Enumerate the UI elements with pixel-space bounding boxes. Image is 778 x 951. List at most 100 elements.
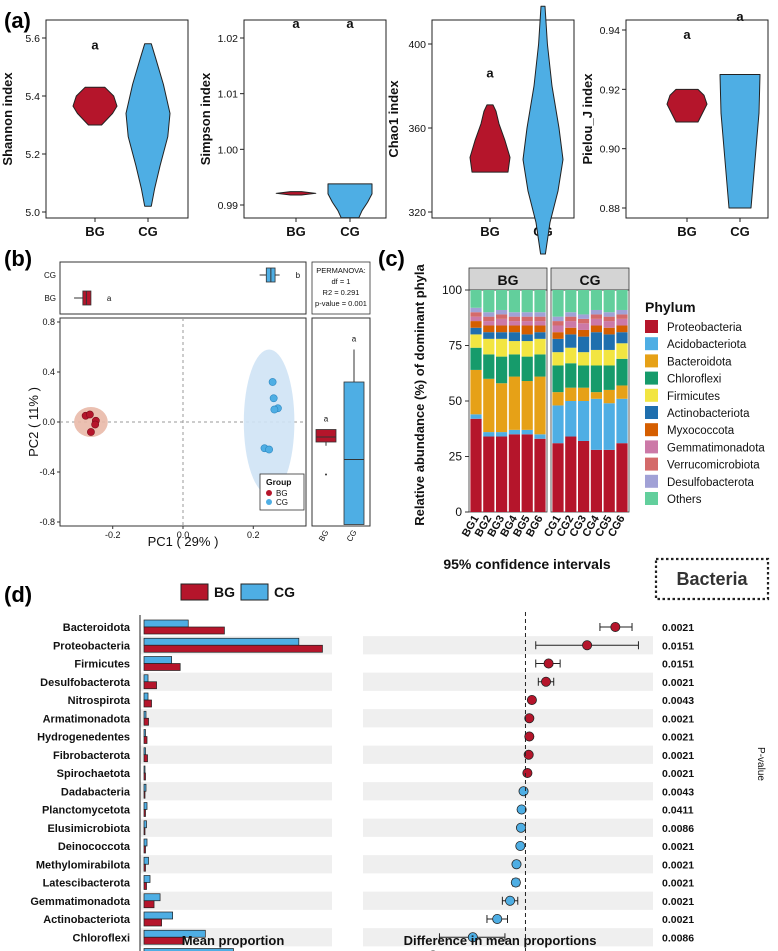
- bar-segment-myxococcota: [534, 325, 546, 333]
- violin-frame: [431, 19, 575, 219]
- violin-bg: [666, 88, 708, 123]
- legend-label: Bacteroidota: [667, 356, 732, 368]
- bar-segment-verrucomicrobiota: [470, 312, 482, 317]
- bar-bg: [143, 882, 147, 890]
- y-tick-label: 75: [449, 339, 463, 353]
- bar-cg: [143, 710, 147, 719]
- bar-segment-gemmatimonadota: [508, 321, 520, 326]
- bar-segment-actinobacteriota: [565, 334, 577, 348]
- taxon-label: Gemmatimonadota: [30, 896, 131, 908]
- legend-swatch: [645, 423, 658, 437]
- bar-cg: [143, 820, 147, 829]
- bar-segment-others: [508, 290, 520, 313]
- taxon-label: Deinococcota: [58, 841, 131, 853]
- p-value: 0.0021: [662, 768, 694, 780]
- bar-segment-firmicutes: [616, 343, 628, 359]
- bar-segment-firmicutes: [483, 338, 495, 355]
- y-axis-label: Chao1 index: [386, 80, 401, 158]
- violin-bg: [469, 104, 511, 173]
- significance-letter: a: [486, 66, 494, 81]
- bar-segment-acidobacteriota: [508, 429, 520, 435]
- difference-point: [510, 877, 521, 888]
- point-bg: [85, 410, 94, 419]
- point-cg: [268, 378, 277, 386]
- violin-panel-2: 0.99 1.00 1.01 1.02 BG CG Simpson index a a: [198, 16, 387, 239]
- bar-cg: [143, 875, 151, 883]
- bar-segment-actinobacteriota: [483, 332, 495, 339]
- point-bg: [91, 420, 100, 429]
- difference-point: [610, 622, 621, 633]
- bar-segment-verrucomicrobiota: [603, 316, 615, 322]
- bar-segment-actinobacteriota: [521, 334, 533, 342]
- bar-segment-proteobacteria: [470, 418, 482, 512]
- legend-swatch: [645, 492, 658, 505]
- bar-segment-myxococcota: [496, 325, 508, 333]
- p-value: 0.0151: [662, 640, 694, 652]
- bar-segment-actinobacteriota: [578, 336, 590, 353]
- y-tick-label: 5.6: [25, 33, 40, 45]
- bar-segment-actinobacteriota: [470, 327, 482, 335]
- difference-point: [492, 914, 503, 925]
- bar-segment-acidobacteriota: [534, 434, 546, 439]
- top-box-label: CG: [44, 271, 56, 280]
- legend-marker-bg: [266, 490, 272, 496]
- violin-cg: [327, 183, 373, 219]
- taxon-label: Methylomirabilota: [36, 859, 131, 871]
- bar-segment-bacteroidota: [578, 387, 590, 401]
- bar-segment-verrucomicrobiota: [578, 318, 590, 324]
- bar-bg: [143, 644, 323, 653]
- bar-segment-myxococcota: [616, 325, 628, 333]
- bar-segment-acidobacteriota: [521, 429, 533, 435]
- bar-bg: [143, 809, 146, 817]
- row-band: [363, 745, 653, 764]
- bar-segment-proteobacteria: [508, 434, 520, 512]
- legend-swatch: [645, 474, 658, 488]
- row-band: [363, 636, 653, 655]
- bar-bg: [143, 736, 148, 744]
- p-value: 0.0086: [662, 823, 694, 835]
- y-axis-label: PC2 ( 11% ): [26, 387, 41, 457]
- legend-label: Acidobacteriota: [667, 339, 747, 351]
- legend-label: Chloroflexi: [667, 374, 721, 386]
- bar-segment-chloroflexi: [616, 358, 628, 386]
- legend-marker-cg: [266, 499, 272, 505]
- bar-segment-firmicutes: [565, 347, 577, 364]
- difference-point: [524, 731, 535, 742]
- row-band: [140, 818, 332, 837]
- bar-segment-verrucomicrobiota: [565, 316, 577, 322]
- side-box-letter: a: [352, 335, 357, 344]
- x-tick-label: CG: [340, 224, 360, 239]
- legend-swatch-bg: [180, 583, 209, 601]
- bar-cg: [143, 838, 148, 847]
- bar-segment-myxococcota: [603, 327, 615, 335]
- bar-segment-others: [616, 290, 628, 310]
- bar-segment-bacteroidota: [483, 378, 495, 433]
- difference-point: [543, 658, 554, 669]
- legend-label: Myxococcota: [667, 425, 735, 437]
- legend-label: Verrucomicrobiota: [667, 460, 760, 472]
- bar-bg: [143, 790, 146, 799]
- bar-segment-bacteroidota: [616, 385, 628, 399]
- bar-segment-verrucomicrobiota: [508, 316, 520, 322]
- bar-cg: [143, 692, 149, 701]
- p-value: 0.0043: [662, 786, 694, 798]
- y-tick-label: 0.8: [42, 317, 55, 327]
- panel-label-c: (c): [378, 246, 405, 271]
- bar-segment-actinobacteriota: [508, 332, 520, 342]
- taxon-label: Nitrospirota: [68, 695, 131, 707]
- bar-segment-proteobacteria: [496, 436, 508, 512]
- p-value: 0.0411: [662, 805, 694, 817]
- bar-segment-verrucomicrobiota: [534, 316, 546, 322]
- taxon-label: Chloroflexi: [73, 932, 130, 944]
- bar-segment-proteobacteria: [483, 436, 495, 512]
- legend-swatch: [645, 320, 658, 333]
- violin-frame: [243, 19, 387, 219]
- bar-bg: [143, 918, 162, 927]
- bar-bg: [143, 663, 181, 671]
- legend-swatch: [645, 388, 658, 402]
- y-axis-label: Shannon index: [0, 72, 15, 166]
- bar-cg: [143, 747, 146, 756]
- bar-cg: [143, 911, 174, 920]
- p-value: 0.0021: [662, 622, 694, 634]
